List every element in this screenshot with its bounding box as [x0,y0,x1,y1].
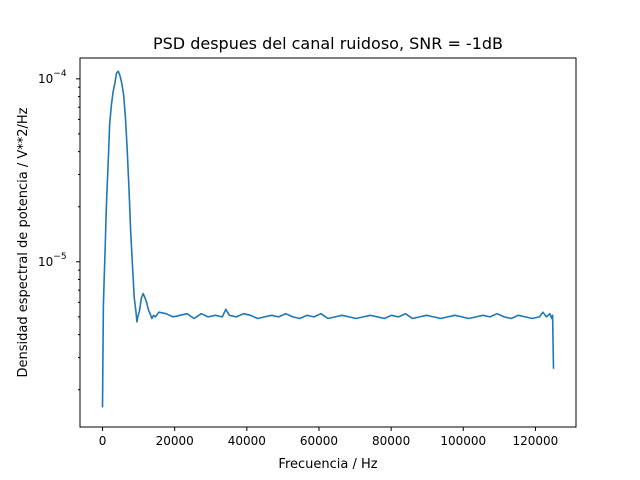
x-axis: 0 20000 40000 60000 80000 100000 120000 [99,427,559,448]
y-axis-label: Densidad espectral de potencia / V**2/Hz [16,107,31,377]
plot-area [101,70,555,408]
x-axis-label: Frecuencia / Hz [278,457,377,472]
y-tick-label: 10−4 [38,69,67,86]
chart-title: PSD despues del canal ruidoso, SNR = -1d… [153,34,503,53]
x-tick-label: 80000 [372,434,410,448]
x-tick-label: 40000 [228,434,266,448]
psd-series-line-0 [101,70,555,408]
x-tick-label: 20000 [156,434,194,448]
x-tick-label: 60000 [300,434,338,448]
x-tick-label: 100000 [440,434,486,448]
y-axis: 10−5 10−4 [38,69,80,391]
axes-frame [79,57,577,428]
x-tick-label: 0 [99,434,107,448]
y-tick-label: 10−5 [38,252,67,269]
x-tick-label: 120000 [513,434,559,448]
